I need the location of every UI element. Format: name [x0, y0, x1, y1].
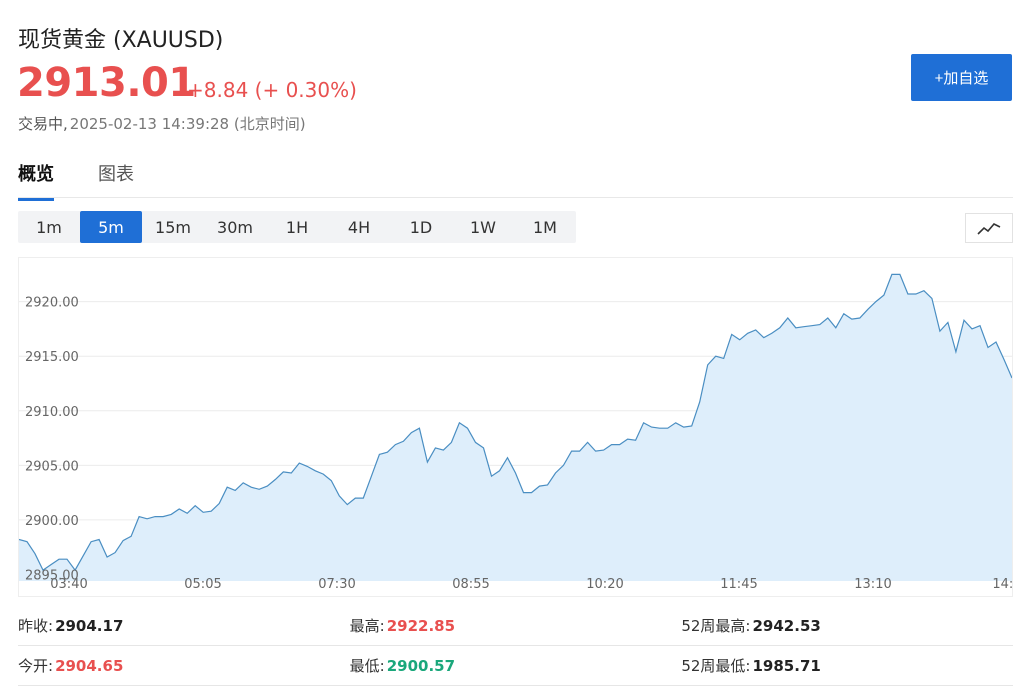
x-tick-label: 10:20 [586, 577, 623, 592]
interval-1d[interactable]: 1D [409, 217, 433, 237]
interval-4h[interactable]: 4H [347, 217, 371, 237]
stat-52w-low: 52周最低: 1985.71 [681, 655, 1013, 676]
interval-selector: 1m 5m 15m 30m 1H 4H 1D 1W 1M [18, 211, 576, 243]
price-chart[interactable]: 2895.00 2900.00 2905.00 2910.00 2915.00 2920.… [18, 257, 1013, 597]
stat-value: 2942.53 [752, 617, 821, 635]
interval-15m[interactable]: 15m [155, 217, 191, 237]
stat-prev-close: 昨收: 2904.17 [18, 615, 350, 636]
stats-table: 昨收: 2904.17 最高: 2922.85 52周最高: 2942.53 今开: 2… [18, 606, 1013, 686]
tab-bar: 概览 图表 [18, 160, 178, 201]
stat-label: 52周最低: [681, 657, 751, 675]
y-tick-label: 2910.00 [25, 405, 79, 420]
stat-value: 2900.57 [386, 657, 456, 675]
y-tick-label: 2920.00 [25, 296, 79, 311]
trading-status: 交易中, 2025-02-13 14:39:28 (北京时间) [18, 113, 306, 134]
stat-value: 2904.17 [55, 617, 124, 635]
stat-value: 1985.71 [752, 657, 821, 675]
tab-divider [18, 197, 1013, 198]
interval-1w[interactable]: 1W [470, 217, 496, 237]
y-tick-label: 2915.00 [25, 350, 79, 365]
stat-low: 最低: 2900.57 [350, 655, 682, 676]
interval-5m[interactable]: 5m [80, 211, 142, 243]
interval-1m[interactable]: 1m [36, 217, 62, 237]
stat-label: 最低: [349, 657, 385, 675]
add-watchlist-button[interactable]: +加自选 [911, 54, 1012, 101]
x-tick-label: 05:05 [184, 577, 221, 592]
stat-high: 最高: 2922.85 [350, 615, 682, 636]
price-line [19, 273, 1012, 572]
tab-chart[interactable]: 图表 [98, 164, 134, 185]
stat-label: 今开: [18, 657, 54, 675]
y-tick-label: 2905.00 [25, 459, 79, 474]
stat-label: 昨收: [18, 617, 54, 635]
page-title: 现货黄金 (XAUUSD) [18, 28, 224, 53]
interval-30m[interactable]: 30m [217, 217, 253, 237]
x-tick-label: 11:45 [720, 577, 757, 592]
interval-1h[interactable]: 1H [285, 217, 309, 237]
y-tick-label: 2900.00 [25, 514, 79, 529]
stat-value: 2904.65 [55, 657, 124, 675]
x-tick-label: 08:55 [452, 577, 489, 592]
stat-52w-high: 52周最高: 2942.53 [681, 615, 1013, 636]
current-price: 2913.01 [17, 60, 196, 106]
x-tick-label: 07:30 [318, 577, 355, 592]
stats-row: 昨收: 2904.17 最高: 2922.85 52周最高: 2942.53 [18, 606, 1013, 646]
stats-row: 今开: 2904.65 最低: 2900.57 52周最低: 1985.71 [18, 646, 1013, 686]
stat-label: 最高: [349, 617, 385, 635]
x-tick-label: 03:40 [50, 577, 87, 592]
price-chart-svg: 2895.00 2900.00 2905.00 2910.00 2915.00 2920.… [19, 273, 1013, 592]
tab-overview[interactable]: 概览 [18, 160, 54, 201]
stat-value: 2922.85 [386, 617, 456, 635]
stat-label: 52周最高: [681, 617, 751, 635]
x-tick-label: 13:10 [854, 577, 891, 592]
price-change: +8.84 (+ 0.30%) [187, 78, 357, 102]
interval-1mo[interactable]: 1M [533, 217, 557, 237]
price-area [19, 274, 1012, 581]
timestamp: 2025-02-13 14:39:28 (北京时间) [69, 115, 306, 133]
line-chart-icon [977, 223, 1001, 235]
chart-type-button[interactable] [965, 213, 1013, 243]
y-tick-label: 2895.00 [25, 568, 79, 583]
x-tick-label: 14:3 [992, 577, 1013, 592]
stat-open: 今开: 2904.65 [18, 655, 350, 676]
status-text: 交易中, [18, 115, 68, 133]
